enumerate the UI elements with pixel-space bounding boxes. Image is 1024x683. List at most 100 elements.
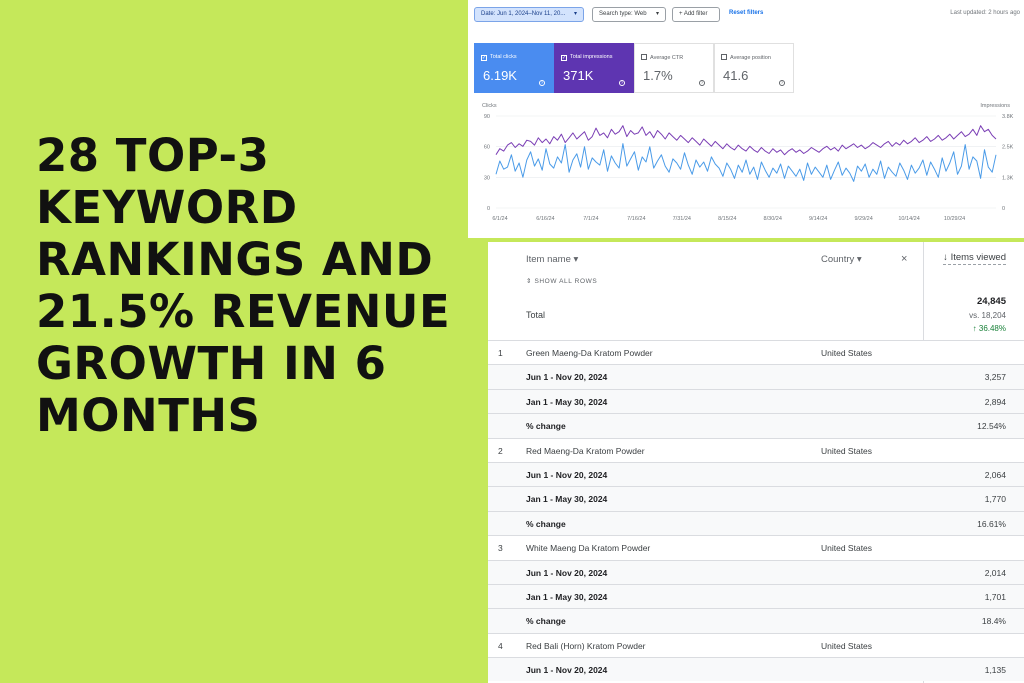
row-name: Jan 1 - May 30, 2024 [526,591,608,602]
date-filter-label: Date: Jun 1, 2024–Nov 11, 20... [481,11,566,17]
row-value: 1,135 [984,665,1006,676]
row-country: United States [821,445,873,456]
row-name: Red Bali (Horn) Kratom Powder [526,640,646,651]
x-tick-label: 7/31/24 [673,216,691,222]
column-header-label: Item name [526,254,571,265]
table-row[interactable]: % change 18.4% [488,608,1024,633]
row-country: United States [821,543,873,554]
x-tick-label: 9/29/24 [854,216,872,222]
table-row[interactable]: Jan 1 - May 30, 2024 1,701 [488,583,1024,609]
show-all-rows-button[interactable]: ⇕ SHOW ALL ROWS [526,277,597,285]
reset-filters-link[interactable]: Reset filters [729,10,764,16]
help-icon[interactable]: ? [619,80,625,86]
row-number: 2 [498,445,503,456]
row-country: United States [821,348,873,358]
row-value: 2,894 [984,396,1006,407]
help-icon[interactable]: ? [539,80,545,86]
x-tick-label: 6/16/24 [536,216,554,222]
last-updated-text: Last updated: 2 hours ago [950,10,1020,16]
left-tick-label: 90 [484,114,490,120]
row-name: Red Maeng-Da Kratom Powder [526,445,645,456]
table-row[interactable]: 2 Red Maeng-Da Kratom Powder United States [488,437,1024,462]
row-value: 12.54% [977,421,1006,432]
column-header-items-viewed[interactable]: ↓ Items viewed [943,252,1006,265]
help-icon[interactable]: ? [699,80,705,86]
metric-label: Average CTR [650,55,684,61]
total-value: 24,845 [976,296,1006,307]
chevron-down-icon: ▾ [573,254,579,265]
row-value: 1,770 [984,494,1006,505]
series-line-impressions [495,125,997,156]
row-name: Jun 1 - Nov 20, 2024 [526,469,608,480]
sort-arrow-icon: ↓ [943,252,948,263]
left-tick-label: 60 [484,145,490,151]
metric-value: 371K [563,68,594,83]
checkbox-checked-icon[interactable]: ✓ [481,55,487,61]
right-axis-label: Impressions [980,103,1010,109]
date-filter-chip[interactable]: Date: Jun 1, 2024–Nov 11, 20... ▾ [474,7,584,22]
table-row[interactable]: Jun 1 - Nov 20, 2024 2,014 [488,559,1024,584]
row-number: 1 [498,348,503,358]
right-tick-label: 3.8K [1002,114,1014,120]
left-axis-label: Clicks [482,103,497,109]
column-header-item-name[interactable]: Item name ▾ [526,254,578,265]
chevron-down-icon: ▾ [573,11,577,17]
row-value: 16.61% [977,518,1006,529]
show-all-rows-label: SHOW ALL ROWS [534,278,598,285]
table-row[interactable]: Jun 1 - Nov 20, 2024 1,135 [488,657,1024,682]
add-filter-button[interactable]: + Add filter [672,7,720,22]
table-row[interactable]: 1 Green Maeng-Da Kratom Powder United Stat… [488,340,1024,365]
search-console-panel: Date: Jun 1, 2024–Nov 11, 20... ▾ Search… [468,0,1024,238]
left-tick-label: 30 [484,175,490,181]
row-name: % change [526,518,566,529]
total-change: ↑ 36.48% [972,324,1006,333]
search-type-label: Search type: Web [599,11,647,17]
column-header-country[interactable]: Country ▾ [821,254,862,265]
column-header-label: Items viewed [950,252,1006,263]
right-tick-label: 2.5K [1002,145,1014,151]
filter-toolbar: Date: Jun 1, 2024–Nov 11, 20... ▾ Search… [474,7,1020,23]
table-row[interactable]: % change 12.54% [488,413,1024,438]
table-row[interactable]: 4 Red Bali (Horn) Kratom Powder United Sta… [488,632,1024,658]
analytics-table-panel: Item name ▾ Country ▾ × ↓ Items viewed ⇕… [488,242,1024,683]
row-name: Jun 1 - Nov 20, 2024 [526,665,608,676]
metric-card-position[interactable]: Average position 41.6 ? [714,43,794,93]
row-value: 1,701 [984,591,1006,602]
row-name: Green Maeng-Da Kratom Powder [526,348,653,358]
row-value: 2,064 [984,469,1006,480]
checkbox-checked-icon[interactable]: ✓ [561,55,567,61]
row-value: 18.4% [981,616,1006,627]
metric-value: 41.6 [723,68,749,83]
chevron-down-icon: ▾ [655,11,659,17]
table-row[interactable]: Jan 1 - May 30, 2024 2,894 [488,388,1024,414]
table-row[interactable]: Jun 1 - Nov 20, 2024 3,257 [488,364,1024,389]
row-name: White Maeng Da Kratom Powder [526,543,651,554]
table-row[interactable]: Jun 1 - Nov 20, 2024 2,064 [488,461,1024,487]
checkbox-icon[interactable] [641,54,647,60]
table-row[interactable]: Jan 1 - May 30, 2024 1,770 [488,486,1024,511]
right-tick-label: 1.3K [1002,175,1014,181]
x-tick-label: 10/29/24 [944,216,965,222]
x-tick-label: 7/16/24 [627,216,645,222]
checkbox-icon[interactable] [721,54,727,60]
metric-label: Total impressions [570,54,613,60]
row-name: % change [526,421,566,432]
row-name: Jun 1 - Nov 20, 2024 [526,372,608,383]
x-tick-label: 8/15/24 [718,216,736,222]
metric-card-clicks[interactable]: ✓ Total clicks 6.19K ? [474,43,554,93]
search-type-chip[interactable]: Search type: Web ▾ [592,7,666,22]
metric-card-ctr[interactable]: Average CTR 1.7% ? [634,43,714,93]
x-tick-label: 7/1/24 [583,216,598,222]
row-value: 2,014 [984,567,1006,578]
x-tick-label: 9/14/24 [809,216,827,222]
help-icon[interactable]: ? [779,80,785,86]
table-row[interactable]: 3 White Maeng Da Kratom Powder United Stat… [488,535,1024,560]
close-icon[interactable]: × [901,253,908,265]
row-number: 4 [498,640,503,651]
column-header-label: Country [821,254,855,265]
row-name: Jan 1 - May 30, 2024 [526,396,608,407]
metric-label: Total clicks [490,54,517,60]
metric-card-impressions[interactable]: ✓ Total impressions 371K ? [554,43,634,93]
table-row[interactable]: % change 16.61% [488,510,1024,536]
